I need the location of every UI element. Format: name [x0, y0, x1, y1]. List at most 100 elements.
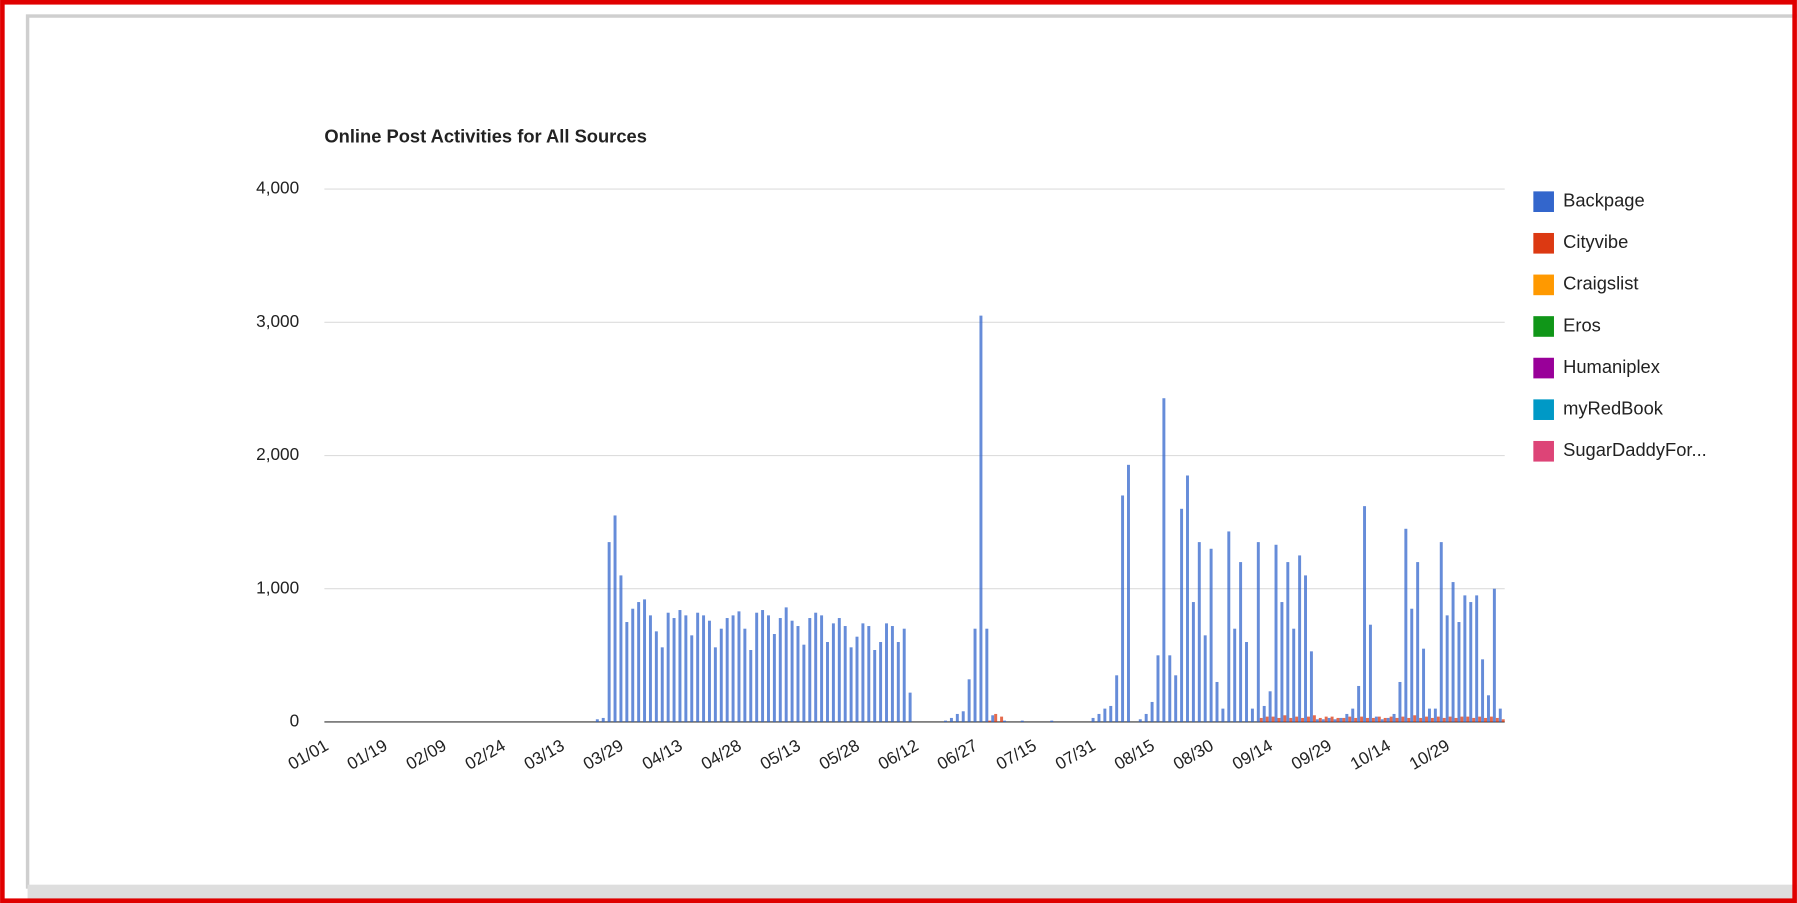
bar — [1413, 715, 1417, 722]
bar — [778, 618, 782, 722]
bar — [1268, 691, 1272, 722]
bar — [1227, 531, 1231, 722]
bar — [1324, 716, 1328, 722]
bar — [1360, 716, 1364, 722]
bar — [1321, 719, 1325, 722]
bar — [678, 610, 682, 722]
bar — [1469, 602, 1473, 722]
bar — [1312, 715, 1316, 722]
bar — [601, 717, 605, 722]
bar — [849, 647, 853, 722]
bar — [1442, 717, 1446, 722]
bar — [1292, 628, 1296, 722]
bar — [637, 602, 641, 722]
bar — [1003, 720, 1007, 722]
bar — [755, 612, 759, 722]
bar — [1186, 475, 1189, 722]
bar — [1168, 655, 1172, 722]
bar — [654, 631, 658, 722]
legend-label: Craigslist — [1563, 273, 1638, 294]
bar — [1380, 719, 1384, 722]
bar — [873, 650, 877, 722]
bar — [1191, 602, 1195, 722]
bar — [1460, 716, 1464, 722]
bar — [1451, 582, 1455, 722]
bar — [843, 626, 847, 722]
bar — [1289, 717, 1293, 722]
bar — [1410, 608, 1414, 722]
bar — [1345, 713, 1349, 722]
bar — [625, 622, 629, 722]
bar — [1259, 717, 1263, 722]
panel-bottom — [27, 884, 1797, 901]
bar — [1203, 635, 1207, 722]
bar — [988, 720, 992, 722]
bar — [684, 615, 688, 722]
bar — [1486, 695, 1490, 722]
bar — [1495, 717, 1499, 722]
bar — [1386, 717, 1390, 722]
bar — [1318, 717, 1322, 722]
bar — [1354, 717, 1358, 722]
bar — [1239, 562, 1243, 722]
bar — [890, 626, 894, 722]
bar — [1498, 708, 1502, 722]
bar — [1457, 622, 1461, 722]
bar — [885, 623, 888, 722]
bar — [1262, 705, 1266, 722]
bar — [1445, 615, 1449, 722]
bar — [1245, 642, 1248, 722]
bar — [1274, 544, 1278, 722]
bar — [1466, 716, 1470, 722]
bar — [731, 615, 735, 722]
bar — [761, 610, 765, 722]
bar — [855, 636, 859, 722]
bar — [861, 623, 865, 722]
bar — [1156, 655, 1160, 722]
bar — [666, 612, 670, 722]
bar — [1127, 464, 1130, 722]
bar — [1430, 717, 1434, 722]
bar — [1448, 716, 1452, 722]
bar — [1215, 681, 1219, 722]
bar — [707, 620, 711, 722]
bar — [1327, 717, 1331, 722]
bar — [690, 635, 694, 722]
bar — [1501, 719, 1505, 722]
bar — [1115, 675, 1119, 722]
bar — [719, 628, 723, 722]
legend-swatch — [1533, 274, 1554, 296]
bar — [1489, 716, 1493, 722]
bar — [837, 618, 841, 722]
bar — [1121, 495, 1125, 722]
legend-swatch — [1533, 440, 1554, 462]
bar — [613, 515, 617, 722]
bar — [1389, 716, 1393, 722]
bar — [973, 628, 977, 722]
bar — [1407, 717, 1411, 722]
y-tick-label: 4,000 — [256, 178, 299, 198]
bar — [1404, 528, 1408, 722]
bar — [1295, 716, 1299, 722]
bar — [1150, 701, 1154, 722]
bar — [1348, 716, 1352, 722]
bar — [902, 628, 906, 722]
bar — [1366, 717, 1369, 722]
bar — [814, 612, 818, 722]
bar — [985, 628, 989, 722]
bar — [955, 713, 959, 722]
bar — [1484, 717, 1487, 722]
bar — [1398, 681, 1402, 722]
bar — [1286, 562, 1290, 722]
bar — [1256, 542, 1260, 722]
bar — [944, 720, 948, 722]
bar — [831, 623, 835, 722]
bar — [1339, 717, 1343, 722]
bar — [1363, 506, 1367, 722]
bar — [784, 607, 788, 722]
bar — [1174, 675, 1178, 722]
bar — [607, 542, 611, 722]
bar — [767, 615, 770, 722]
